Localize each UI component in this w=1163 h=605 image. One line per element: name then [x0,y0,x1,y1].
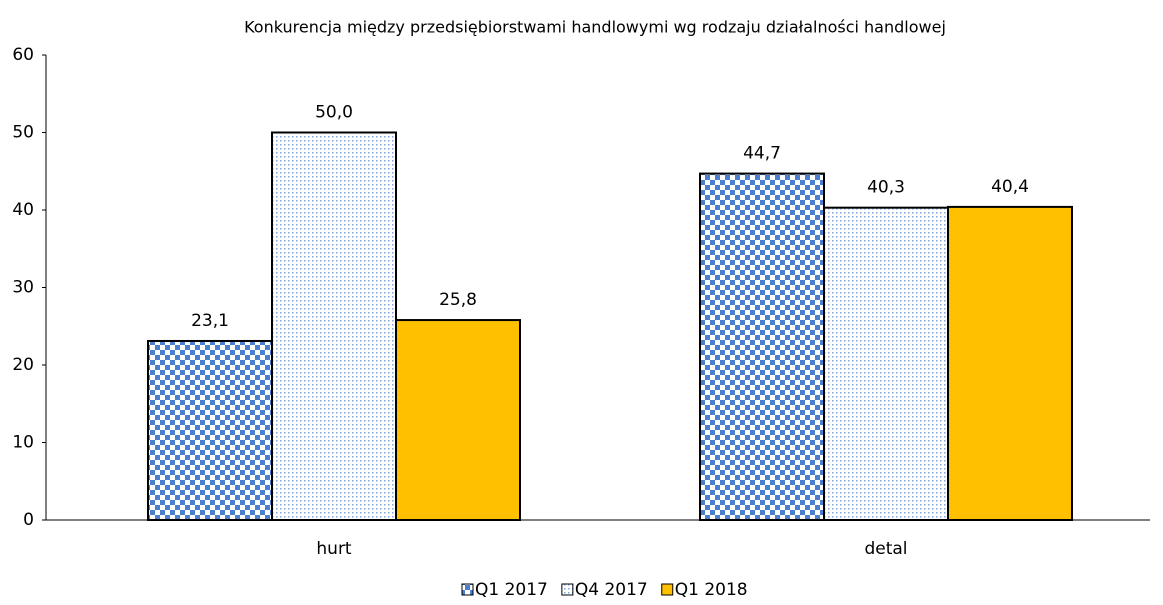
legend-swatch [561,583,574,596]
y-tick-label: 20 [12,355,34,375]
x-tick-label: hurt [316,539,352,559]
chart-title: Konkurencja między przedsiębiorstwami ha… [244,18,946,37]
data-label: 50,0 [315,103,353,123]
legend-label: Q1 2018 [675,580,748,600]
data-label: 40,3 [867,178,905,198]
legend-label: Q1 2017 [475,580,548,600]
bar [271,131,397,521]
bar [699,172,825,521]
data-label: 23,1 [191,311,229,331]
legend-swatch [461,583,474,596]
bar [395,319,521,521]
bar [147,339,273,521]
y-tick-label: 0 [23,510,34,530]
y-tick-label: 50 [12,123,34,143]
bar [947,205,1073,521]
data-label: 25,8 [439,290,477,310]
y-tick-label: 40 [12,200,34,220]
x-tick-label: detal [864,539,907,559]
legend-swatch [661,583,674,596]
data-label: 44,7 [743,144,781,164]
bar [823,206,949,522]
y-tick-label: 10 [12,433,34,453]
data-label: 40,4 [991,177,1029,197]
y-tick-label: 60 [12,45,34,65]
y-tick-label: 30 [12,278,34,298]
legend-label: Q4 2017 [575,580,648,600]
